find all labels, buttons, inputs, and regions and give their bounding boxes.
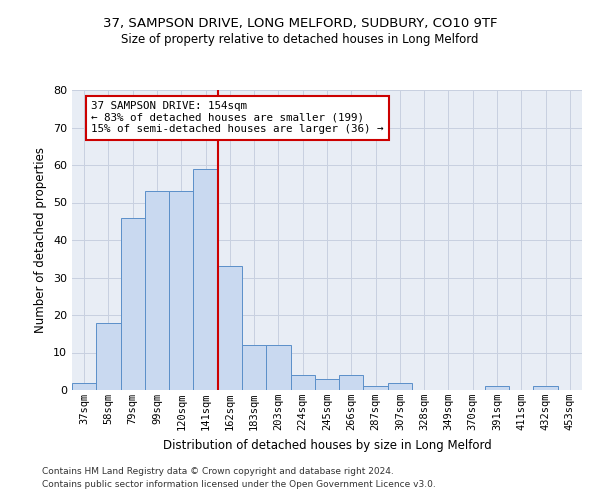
Bar [533,386,558,390]
Text: Size of property relative to detached houses in Long Melford: Size of property relative to detached ho… [121,32,479,46]
Bar [315,379,339,390]
Text: Contains public sector information licensed under the Open Government Licence v3: Contains public sector information licen… [42,480,436,489]
Text: 37 SAMPSON DRIVE: 154sqm
← 83% of detached houses are smaller (199)
15% of semi-: 37 SAMPSON DRIVE: 154sqm ← 83% of detach… [91,101,384,134]
Text: 37, SAMPSON DRIVE, LONG MELFORD, SUDBURY, CO10 9TF: 37, SAMPSON DRIVE, LONG MELFORD, SUDBURY… [103,18,497,30]
Bar [193,169,218,390]
Bar [290,375,315,390]
Bar [96,322,121,390]
Bar [72,382,96,390]
Bar [145,191,169,390]
Text: Contains HM Land Registry data © Crown copyright and database right 2024.: Contains HM Land Registry data © Crown c… [42,467,394,476]
Bar [364,386,388,390]
Bar [266,345,290,390]
Bar [218,266,242,390]
Bar [121,218,145,390]
Bar [169,191,193,390]
Bar [485,386,509,390]
Bar [388,382,412,390]
X-axis label: Distribution of detached houses by size in Long Melford: Distribution of detached houses by size … [163,438,491,452]
Bar [339,375,364,390]
Y-axis label: Number of detached properties: Number of detached properties [34,147,47,333]
Bar [242,345,266,390]
